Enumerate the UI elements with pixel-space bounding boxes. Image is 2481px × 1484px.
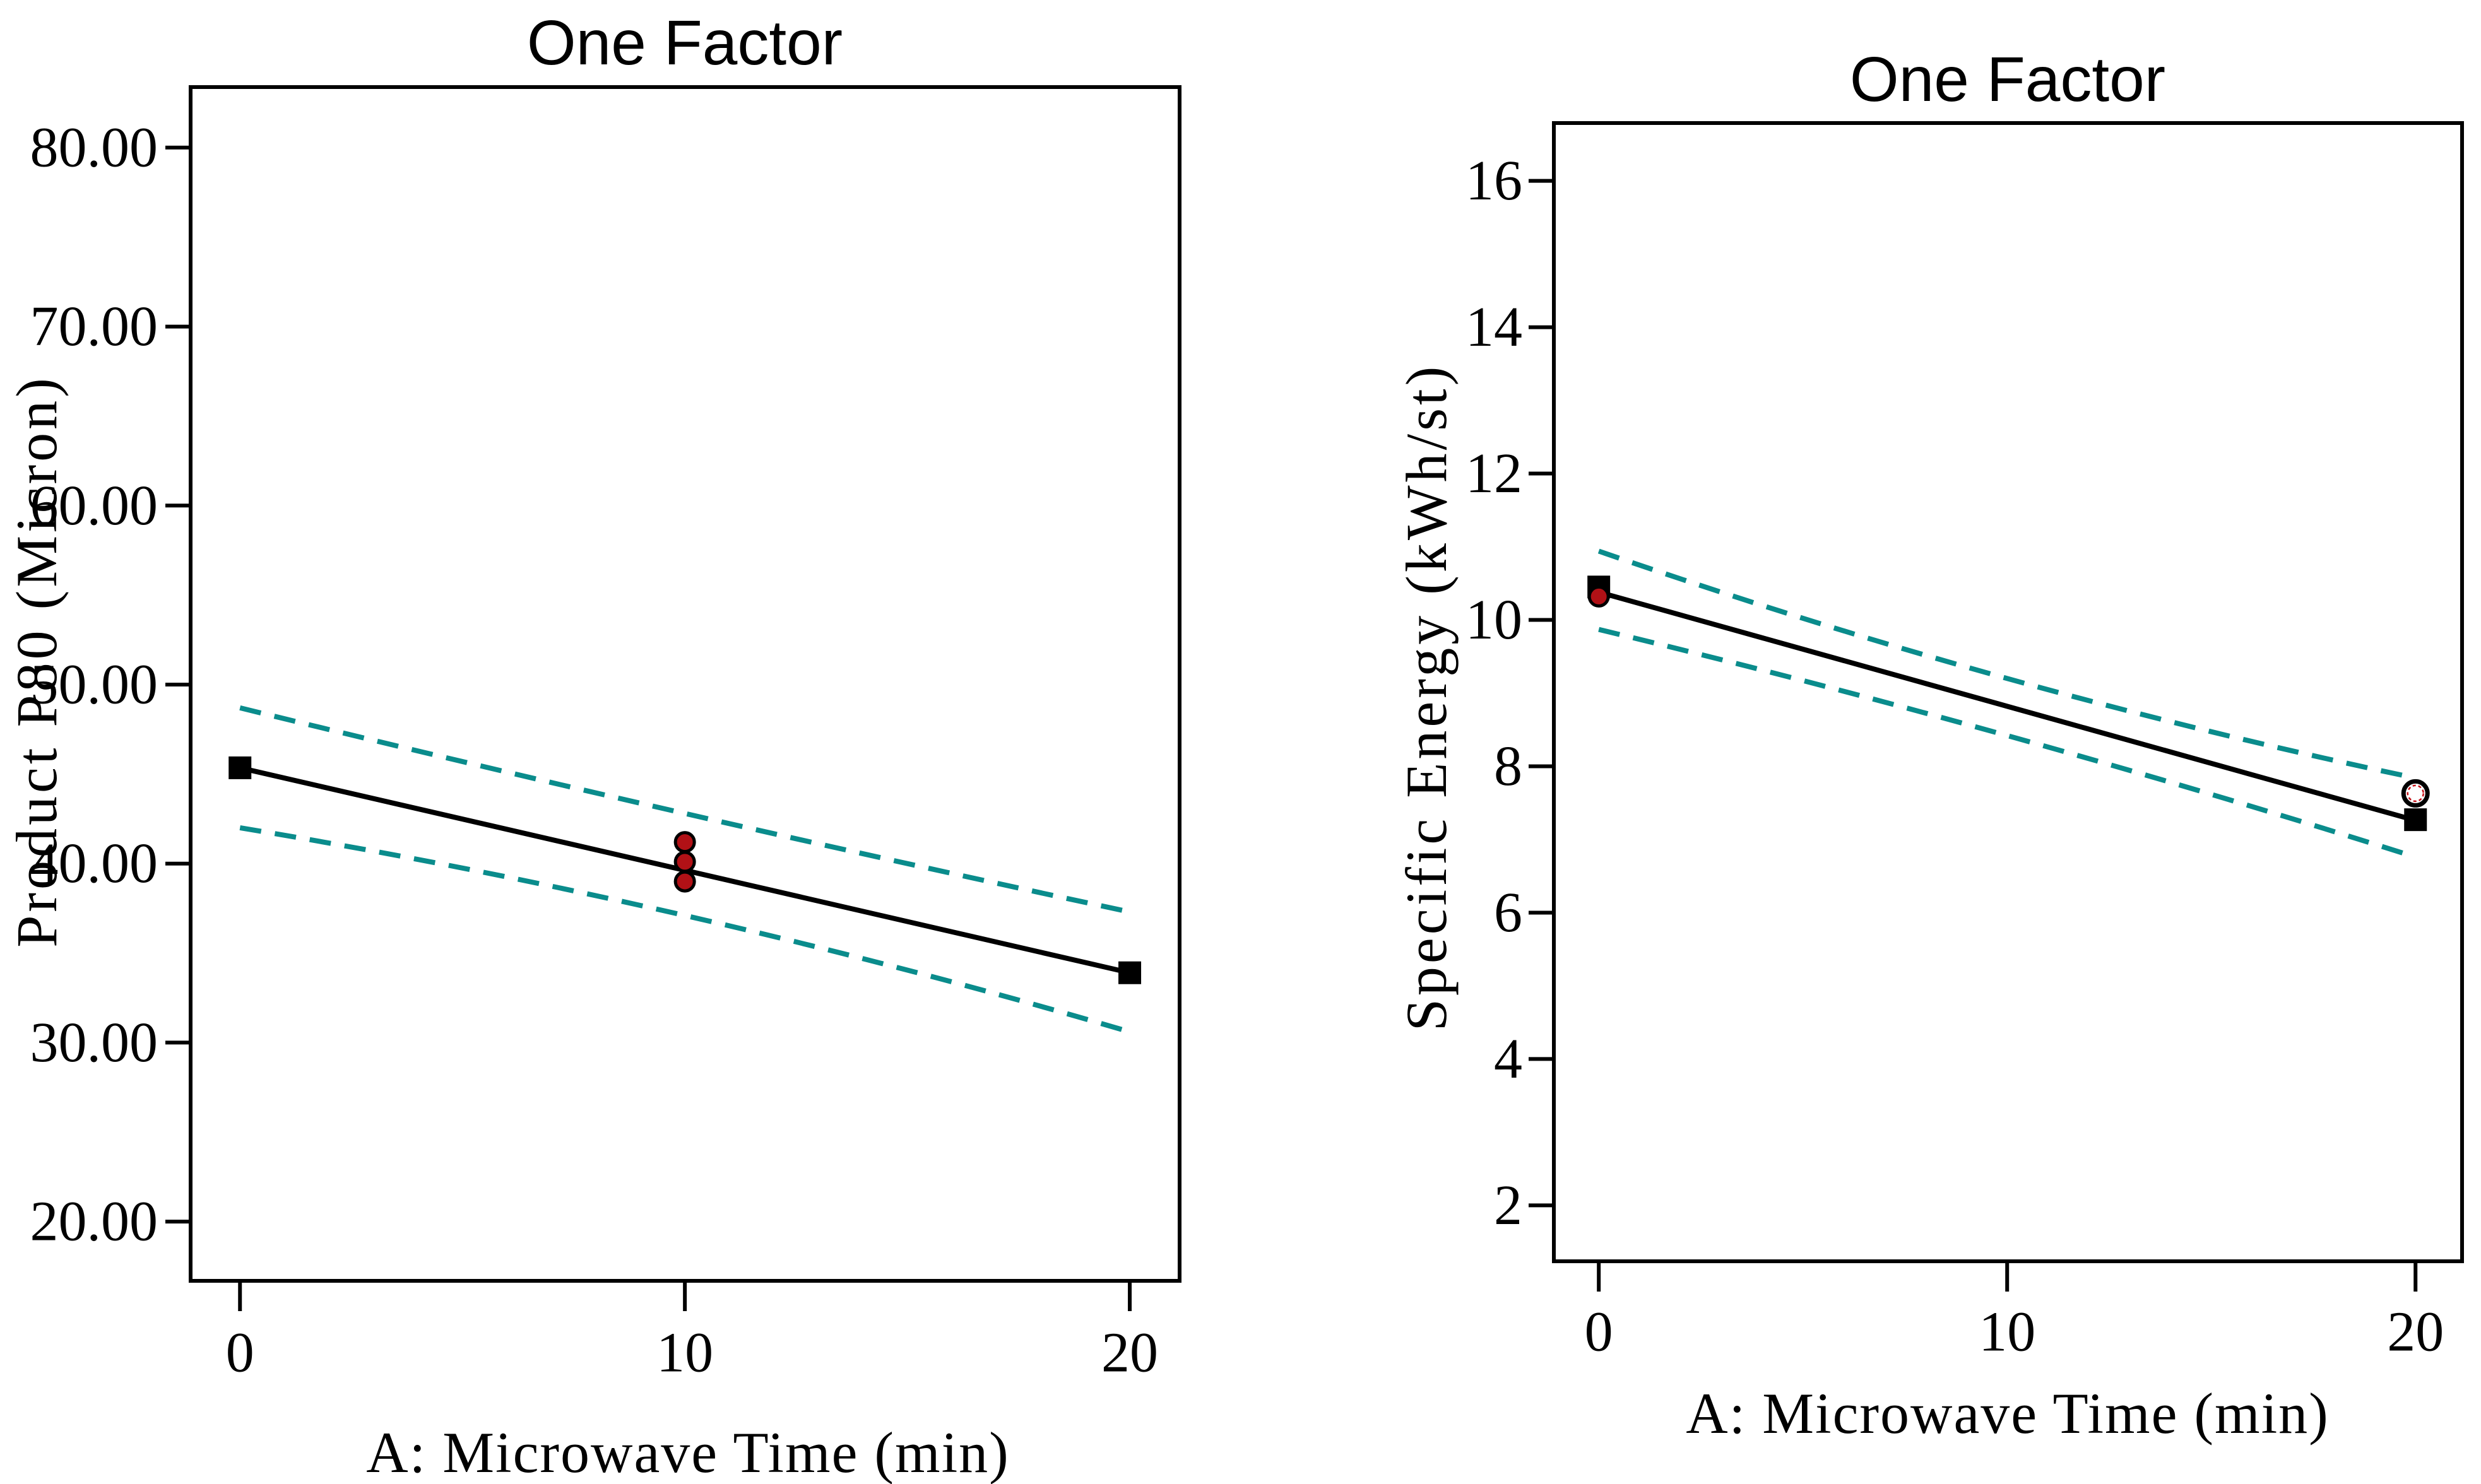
plot-frame (1552, 121, 2464, 1263)
red-point (1587, 585, 1610, 608)
y-tick-label: 2 (1494, 1174, 1522, 1237)
x-tick-label: 10 (1979, 1301, 2035, 1363)
y-tick-label: 4 (1494, 1028, 1522, 1090)
ci-lower-curve (1598, 627, 2417, 860)
square-marker (1118, 961, 1142, 984)
y-tick-label: 20.00 (30, 1191, 158, 1253)
x-axis-label: A: Microwave Time (min) (1686, 1381, 2330, 1446)
y-tick-label: 14 (1466, 296, 1522, 358)
y-tick-label: 40.00 (30, 832, 158, 895)
x-tick-label: 10 (656, 1322, 713, 1384)
square-marker (228, 756, 252, 779)
y-tick-label: 16 (1466, 150, 1522, 212)
chart-title: One Factor (526, 8, 843, 78)
x-axis-label: A: Microwave Time (min) (366, 1420, 1010, 1484)
x-tick-label: 20 (2387, 1301, 2444, 1363)
ci-upper-curve (1597, 548, 2417, 780)
mean-line (1598, 589, 2417, 823)
y-tick-label: 8 (1494, 735, 1522, 798)
y-tick-label: 80.00 (30, 116, 158, 179)
red-point (673, 831, 696, 854)
y-tick-label: 10 (1466, 589, 1522, 651)
y-tick-label: 30.00 (30, 1011, 158, 1074)
plot-frame (189, 85, 1181, 1283)
x-tick-label: 0 (226, 1322, 254, 1384)
open-point-inner-ring (2407, 784, 2424, 803)
y-tick-label: 6 (1494, 881, 1522, 944)
square-marker (2404, 808, 2427, 832)
x-tick-label: 20 (1101, 1322, 1158, 1384)
y-tick-label: 70.00 (30, 295, 158, 358)
y-tick-label: 12 (1466, 442, 1522, 505)
red-point (673, 851, 696, 873)
x-tick-label: 0 (1585, 1301, 1613, 1363)
red-point (673, 870, 696, 893)
chart-title: One Factor (1849, 44, 2166, 115)
y-tick-label: 50.00 (30, 653, 158, 716)
y-tick-label: 60.00 (30, 474, 158, 537)
